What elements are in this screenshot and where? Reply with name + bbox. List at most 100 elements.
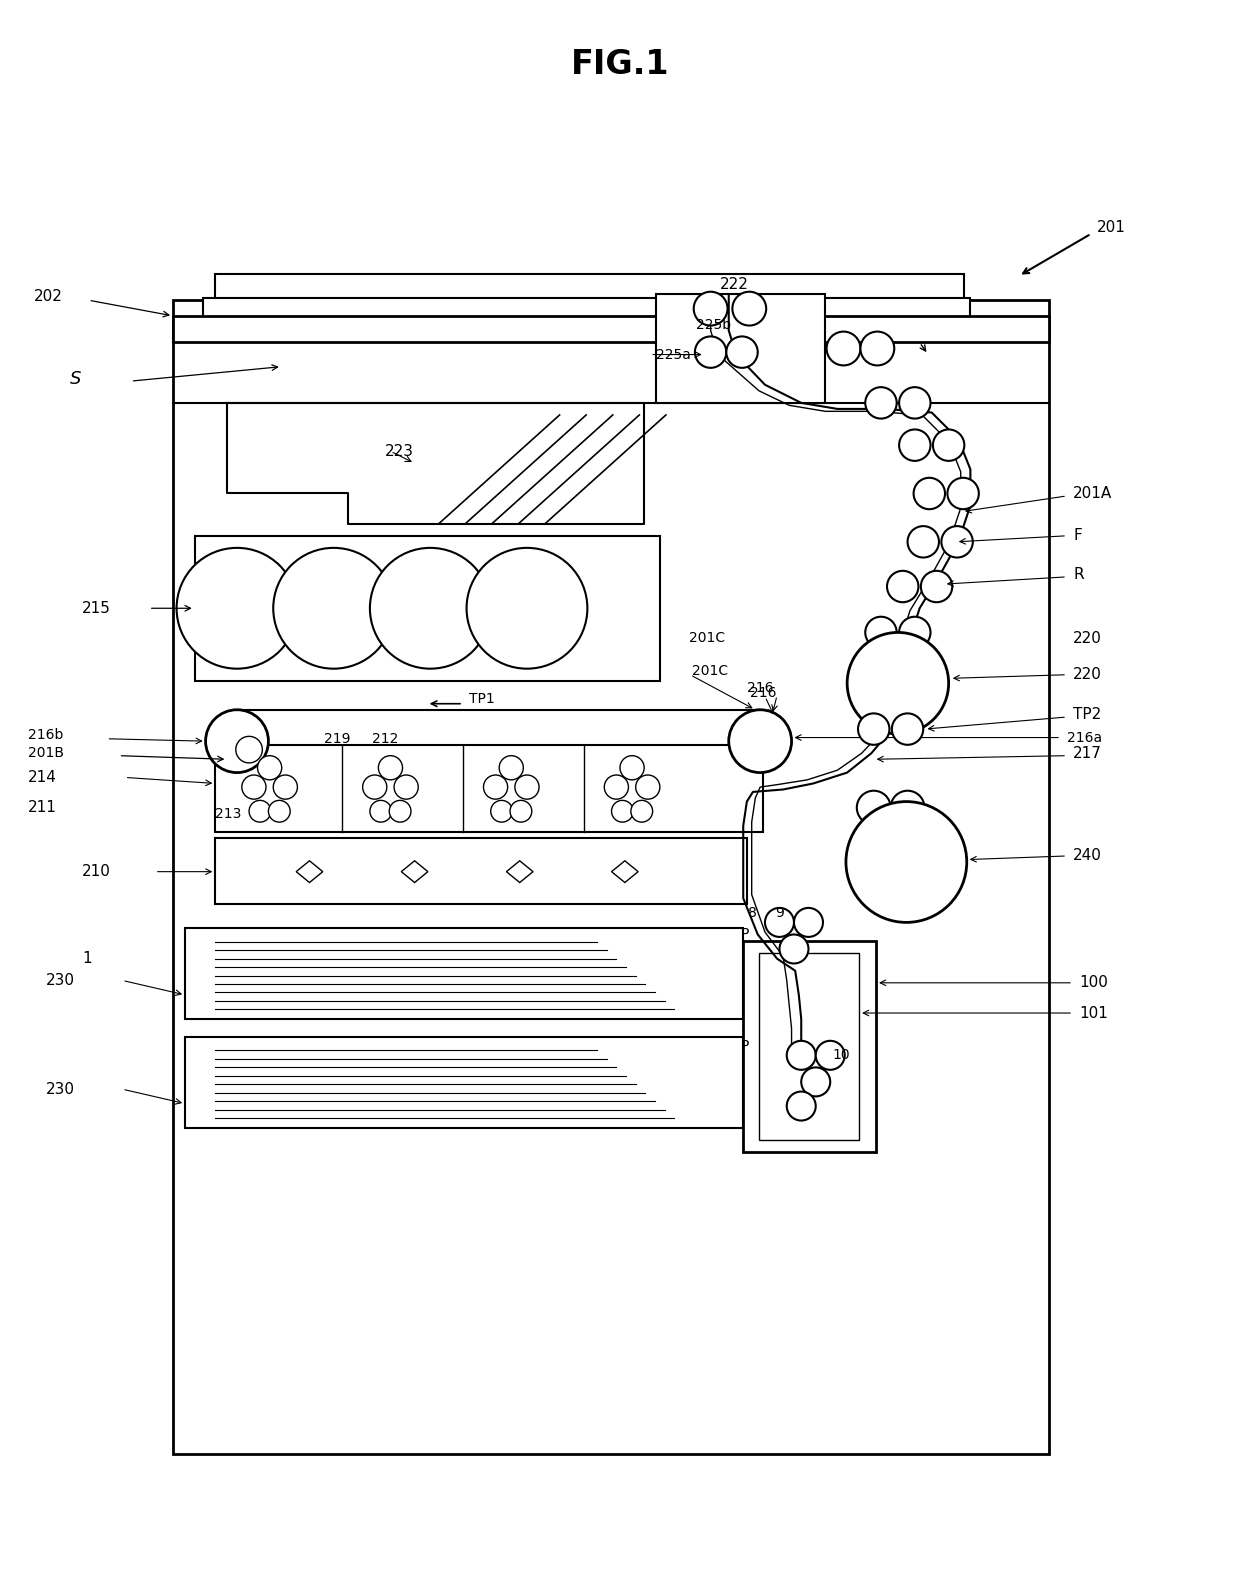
Circle shape [693, 292, 728, 325]
Circle shape [515, 775, 539, 799]
Text: R: R [1073, 567, 1084, 583]
Text: 201: 201 [1097, 219, 1126, 235]
Circle shape [794, 908, 823, 936]
Circle shape [786, 1091, 816, 1121]
Circle shape [827, 332, 861, 365]
Text: 213: 213 [216, 807, 242, 821]
Circle shape [249, 801, 270, 823]
Text: F: F [1073, 529, 1081, 543]
Circle shape [733, 292, 766, 325]
Circle shape [887, 572, 919, 602]
Text: P: P [740, 927, 749, 941]
Text: 101: 101 [1079, 1006, 1109, 1020]
Text: 100: 100 [1079, 976, 1109, 990]
Text: 212: 212 [372, 733, 399, 745]
Text: 217: 217 [1073, 745, 1102, 761]
Bar [743, 941, 877, 1153]
Circle shape [892, 714, 924, 745]
Circle shape [786, 1041, 816, 1071]
Text: 211: 211 [29, 801, 57, 815]
Text: 230: 230 [46, 1082, 76, 1097]
Bar [216, 745, 763, 832]
Circle shape [206, 709, 268, 772]
Circle shape [861, 332, 894, 365]
Circle shape [890, 791, 925, 824]
Circle shape [899, 617, 930, 647]
Text: 216b: 216b [29, 728, 63, 742]
Bar [172, 300, 1049, 1454]
Text: S: S [71, 369, 82, 388]
Circle shape [866, 387, 897, 418]
Circle shape [258, 756, 281, 780]
Circle shape [914, 478, 945, 508]
Circle shape [847, 633, 949, 734]
Bar [195, 535, 660, 681]
Circle shape [394, 775, 418, 799]
Text: 8: 8 [748, 906, 756, 919]
Bar [203, 298, 971, 319]
Circle shape [765, 908, 794, 936]
Circle shape [611, 801, 634, 823]
Text: 202: 202 [33, 289, 63, 305]
Circle shape [242, 775, 267, 799]
Text: 216: 216 [746, 681, 774, 695]
Text: 225b: 225b [696, 319, 732, 332]
Circle shape [236, 736, 263, 763]
Circle shape [378, 756, 403, 780]
Text: 201B: 201B [29, 747, 64, 759]
Circle shape [727, 336, 758, 368]
Circle shape [389, 801, 410, 823]
Circle shape [370, 548, 491, 668]
Circle shape [899, 429, 930, 461]
Circle shape [510, 801, 532, 823]
Text: 230: 230 [46, 973, 76, 988]
Circle shape [636, 775, 660, 799]
Circle shape [932, 429, 965, 461]
Circle shape [500, 756, 523, 780]
Text: 240: 240 [1073, 848, 1102, 864]
Text: 201C: 201C [692, 665, 729, 677]
Text: 201C: 201C [689, 632, 725, 646]
Text: 214: 214 [29, 771, 57, 785]
Text: 219: 219 [324, 733, 351, 745]
Text: 9: 9 [775, 906, 784, 919]
Circle shape [941, 526, 973, 557]
Circle shape [947, 478, 978, 508]
Text: 210: 210 [82, 864, 112, 880]
Text: 216: 216 [750, 685, 777, 699]
Circle shape [694, 336, 727, 368]
Circle shape [273, 548, 394, 668]
Text: 223: 223 [384, 444, 413, 459]
Bar [185, 1037, 743, 1127]
Circle shape [846, 802, 967, 922]
Circle shape [729, 709, 791, 772]
Text: 1: 1 [82, 951, 92, 966]
Text: 201A: 201A [1073, 486, 1112, 501]
Circle shape [816, 1041, 844, 1071]
Text: TP2: TP2 [1073, 707, 1101, 722]
Circle shape [921, 572, 952, 602]
Circle shape [466, 548, 588, 668]
Text: 220: 220 [1073, 632, 1102, 646]
Circle shape [908, 526, 939, 557]
Bar [216, 273, 965, 300]
Circle shape [858, 714, 889, 745]
Circle shape [491, 801, 512, 823]
Circle shape [780, 935, 808, 963]
Circle shape [370, 801, 392, 823]
Text: P: P [740, 1039, 749, 1053]
Text: 10: 10 [832, 1048, 851, 1063]
Circle shape [268, 801, 290, 823]
Text: 220: 220 [1073, 668, 1102, 682]
Circle shape [801, 1067, 831, 1096]
Text: 222: 222 [720, 276, 749, 292]
Circle shape [176, 548, 298, 668]
Circle shape [362, 775, 387, 799]
Circle shape [604, 775, 629, 799]
Text: TP1: TP1 [469, 692, 495, 706]
Circle shape [484, 775, 507, 799]
Circle shape [857, 791, 890, 824]
Bar [759, 952, 859, 1140]
Circle shape [866, 617, 897, 647]
Circle shape [620, 756, 644, 780]
